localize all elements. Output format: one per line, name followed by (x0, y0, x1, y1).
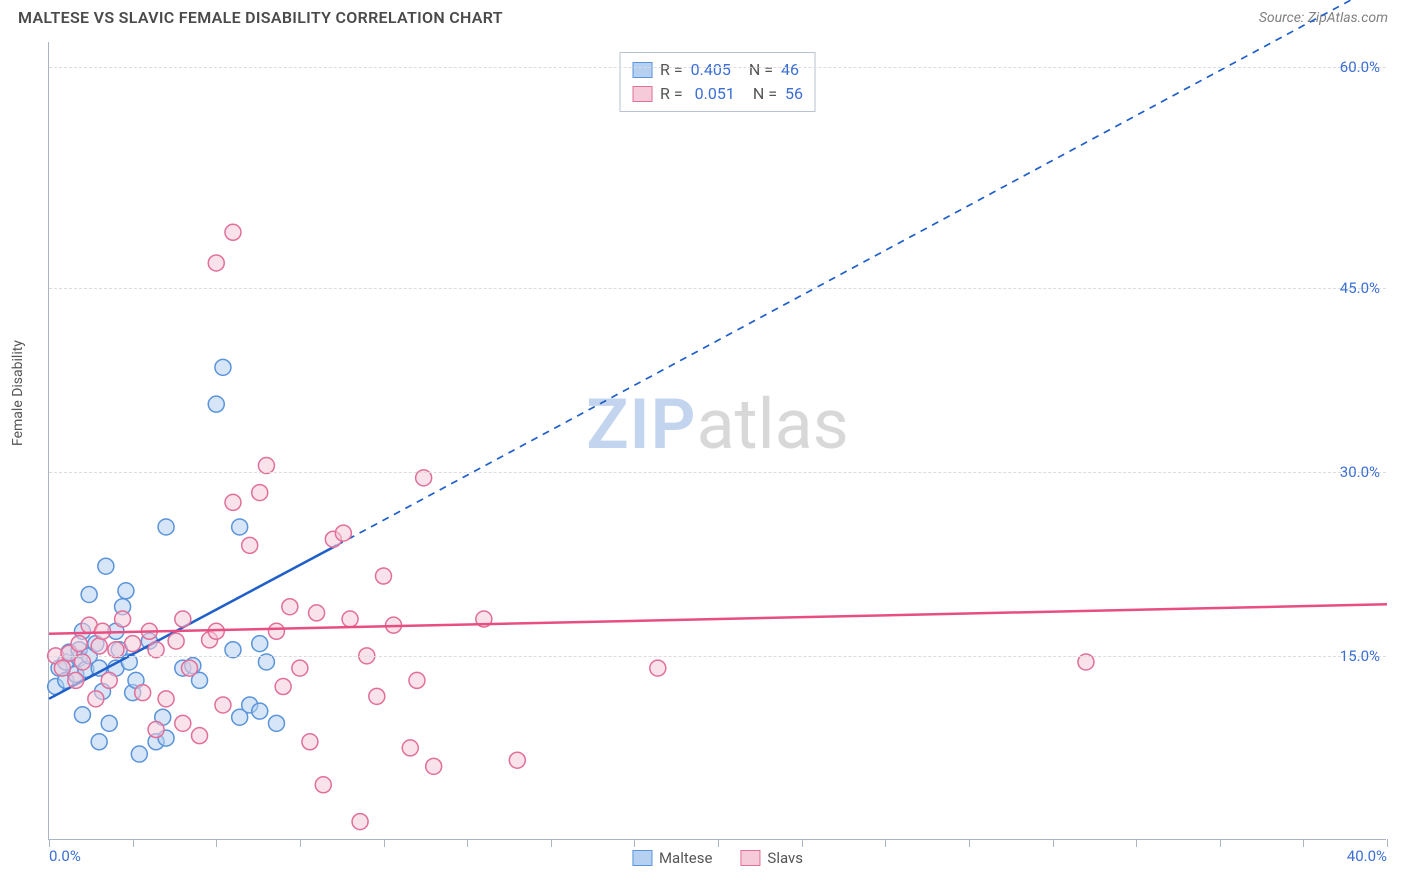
x-tick (300, 839, 301, 847)
scatter-point-slavs (225, 494, 241, 510)
scatter-point-slavs (148, 722, 164, 738)
x-tick (467, 839, 468, 847)
x-tick (1053, 839, 1054, 847)
scatter-point-maltese (215, 359, 231, 375)
scatter-point-slavs (88, 691, 104, 707)
x-tick (384, 839, 385, 847)
scatter-point-slavs (54, 660, 70, 676)
gridline (49, 472, 1386, 473)
scatter-point-slavs (168, 633, 184, 649)
scatter-point-slavs (208, 255, 224, 271)
scatter-point-slavs (369, 688, 385, 704)
scatter-point-maltese (158, 519, 174, 535)
scatter-point-maltese (268, 715, 284, 731)
scatter-point-slavs (282, 599, 298, 615)
y-tick-label: 15.0% (1340, 647, 1380, 665)
x-tick (1387, 839, 1388, 847)
scatter-point-slavs (352, 814, 368, 830)
scatter-point-slavs (115, 611, 131, 627)
scatter-point-slavs (192, 728, 208, 744)
scatter-point-slavs (68, 672, 84, 688)
scatter-point-slavs (650, 660, 666, 676)
x-tick-label: 0.0% (49, 847, 81, 865)
scatter-point-slavs (252, 485, 268, 501)
series-legend: Maltese Slavs (632, 849, 803, 867)
scatter-svg (49, 42, 1386, 839)
scatter-point-slavs (315, 777, 331, 793)
scatter-point-slavs (175, 715, 191, 731)
x-tick (133, 839, 134, 847)
scatter-point-slavs (225, 224, 241, 240)
scatter-point-maltese (81, 586, 97, 602)
x-tick (802, 839, 803, 847)
y-tick-label: 30.0% (1340, 463, 1380, 481)
scatter-point-slavs (302, 734, 318, 750)
scatter-point-maltese (98, 558, 114, 574)
y-tick-label: 60.0% (1340, 58, 1380, 76)
x-tick (1220, 839, 1221, 847)
x-tick (969, 839, 970, 847)
chart-plot-area: ZIPatlas R = 0.405 N = 46 R = 0.051 N = … (48, 42, 1386, 840)
scatter-point-slavs (402, 740, 418, 756)
legend-swatch-slavs (740, 850, 760, 866)
x-tick-label: 40.0% (1347, 847, 1387, 865)
legend-label-slavs: Slavs (767, 849, 803, 867)
scatter-point-maltese (208, 396, 224, 412)
chart-title: MALTESE VS SLAVIC FEMALE DISABILITY CORR… (18, 8, 503, 27)
scatter-point-slavs (91, 638, 107, 654)
x-tick (718, 839, 719, 847)
scatter-point-slavs (292, 660, 308, 676)
scatter-point-maltese (118, 583, 134, 599)
y-tick-label: 45.0% (1340, 279, 1380, 297)
scatter-point-maltese (74, 707, 90, 723)
scatter-point-slavs (181, 660, 197, 676)
scatter-point-maltese (131, 746, 147, 762)
trendline-slavs (49, 604, 1387, 633)
scatter-point-slavs (376, 568, 392, 584)
scatter-point-slavs (242, 537, 258, 553)
y-axis-label: Female Disability (10, 340, 26, 446)
source-attribution: Source: ZipAtlas.com (1259, 10, 1388, 26)
scatter-point-slavs (275, 679, 291, 695)
scatter-point-slavs (309, 605, 325, 621)
scatter-point-maltese (252, 703, 268, 719)
legend-label-maltese: Maltese (659, 849, 712, 867)
scatter-point-maltese (252, 636, 268, 652)
scatter-point-maltese (91, 734, 107, 750)
scatter-point-slavs (175, 611, 191, 627)
gridline (49, 288, 1386, 289)
scatter-point-slavs (71, 636, 87, 652)
scatter-point-maltese (232, 519, 248, 535)
scatter-point-slavs (125, 636, 141, 652)
scatter-point-slavs (135, 685, 151, 701)
x-tick (216, 839, 217, 847)
gridline (49, 67, 1386, 68)
trendline-dashed-maltese (337, 0, 1387, 545)
scatter-point-maltese (101, 715, 117, 731)
x-tick (1303, 839, 1304, 847)
scatter-point-slavs (101, 672, 117, 688)
scatter-point-slavs (342, 611, 358, 627)
legend-item-slavs: Slavs (740, 849, 803, 867)
legend-item-maltese: Maltese (632, 849, 712, 867)
scatter-point-slavs (409, 672, 425, 688)
scatter-point-slavs (158, 691, 174, 707)
x-tick (551, 839, 552, 847)
scatter-point-slavs (268, 623, 284, 639)
legend-swatch-maltese (632, 850, 652, 866)
x-tick (885, 839, 886, 847)
x-tick (634, 839, 635, 847)
gridline (49, 656, 1386, 657)
scatter-point-slavs (215, 697, 231, 713)
scatter-point-slavs (426, 758, 442, 774)
x-tick (49, 839, 50, 847)
x-tick (1136, 839, 1137, 847)
scatter-point-slavs (335, 525, 351, 541)
scatter-point-slavs (509, 752, 525, 768)
